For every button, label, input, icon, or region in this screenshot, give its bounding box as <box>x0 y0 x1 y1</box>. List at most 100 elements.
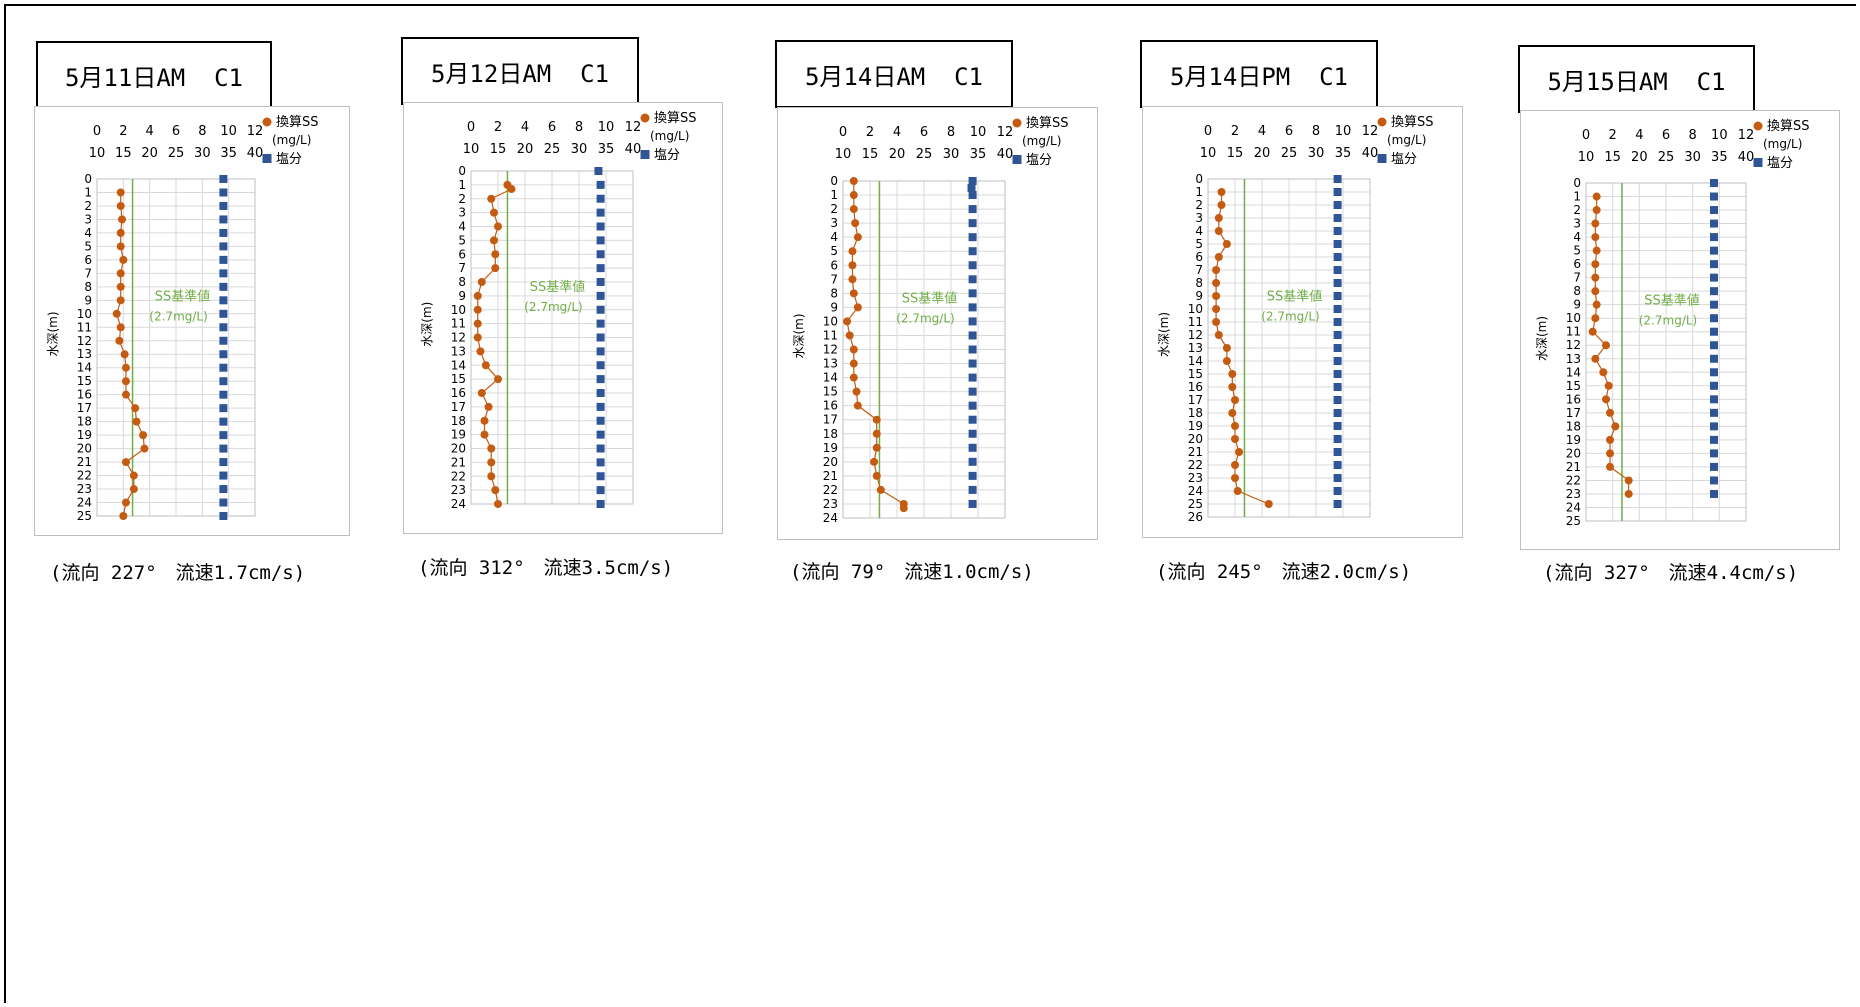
depth-tick-label: 7 <box>1195 263 1203 277</box>
salinity-point <box>968 457 977 466</box>
threshold-value-label: (2.7mg/L) <box>896 311 954 325</box>
y-axis-label: 水深(m) <box>1535 316 1549 361</box>
depth-profile-chart: 0 2 4 6 8 10 12 10 15 20 25 30 35 40 0 1 2 3 4 5 6 7 8 9 10 11 12 1… <box>403 102 723 534</box>
ss-point <box>118 215 127 224</box>
ss-point <box>477 389 486 397</box>
ss-axis-tick-label: 2 <box>1231 124 1239 139</box>
salinity-axis-tick-label: 15 <box>1227 146 1244 161</box>
salinity-point <box>219 377 228 386</box>
legend-ss-label: 換算SS <box>1767 119 1810 134</box>
salinity-point <box>596 291 605 300</box>
salinity-point <box>1333 474 1342 482</box>
ss-point <box>1231 396 1239 404</box>
depth-tick-label: 13 <box>1566 352 1581 366</box>
depth-tick-label: 7 <box>1573 271 1581 285</box>
depth-tick-label: 25 <box>77 509 92 523</box>
ss-point <box>1222 344 1231 352</box>
salinity-axis-tick-label: 30 <box>1308 146 1325 161</box>
salinity-point <box>968 429 977 438</box>
ss-point <box>1212 279 1221 287</box>
ss-point <box>1606 449 1614 458</box>
depth-tick-label: 1 <box>84 185 92 199</box>
ss-point <box>487 472 496 481</box>
ss-point <box>494 375 502 384</box>
ss-axis-tick-label: 6 <box>548 120 556 135</box>
ss-point <box>852 387 861 396</box>
depth-profile-chart: 0 2 4 6 8 10 12 10 15 20 25 30 35 40 0 1 2 3 4 5 6 7 8 9 10 11 12 1… <box>34 106 350 536</box>
salinity-point <box>219 417 228 426</box>
ss-point <box>848 275 857 284</box>
salinity-point <box>1333 240 1342 248</box>
ss-point <box>849 373 858 382</box>
ss-point <box>115 336 124 345</box>
ss-point <box>491 250 500 259</box>
salinity-axis-tick-label: 10 <box>835 147 852 162</box>
threshold-label: SS基準値 <box>1267 289 1323 305</box>
ss-axis-tick-label: 8 <box>1312 124 1320 139</box>
salinity-point <box>596 347 605 356</box>
salinity-point <box>1333 292 1342 300</box>
salinity-point <box>219 323 228 332</box>
depth-tick-label: 10 <box>451 303 466 317</box>
salinity-axis-tick-label: 20 <box>889 147 906 162</box>
depth-tick-label: 10 <box>1188 302 1203 316</box>
ss-point <box>491 264 500 273</box>
panel-title: 5月12日AM C1 <box>401 37 639 105</box>
ss-point <box>899 504 908 513</box>
legend-salinity-marker <box>1012 155 1022 164</box>
ss-point <box>487 458 496 467</box>
ss-axis-tick-label: 6 <box>920 125 928 140</box>
salinity-point <box>596 222 605 231</box>
ss-axis-tick-label: 12 <box>1362 124 1379 139</box>
ss-point <box>1231 422 1239 430</box>
ss-point <box>116 269 125 278</box>
depth-profile-chart: 0 2 4 6 8 10 12 10 15 20 25 30 35 40 0 1 2 3 4 5 6 7 8 9 10 11 12 1… <box>777 107 1098 540</box>
legend-salinity-label: 塩分 <box>1391 152 1417 167</box>
ss-axis-tick-label: 10 <box>1711 128 1728 143</box>
salinity-point <box>1710 395 1718 404</box>
salinity-point <box>219 404 228 413</box>
ss-point <box>116 296 125 305</box>
salinity-point <box>596 389 605 397</box>
salinity-point <box>596 194 605 203</box>
salinity-point <box>219 498 228 507</box>
depth-tick-label: 16 <box>823 399 838 413</box>
ss-point <box>872 415 881 424</box>
ss-point <box>848 247 857 256</box>
salinity-point <box>1333 175 1342 183</box>
ss-point <box>1231 435 1239 443</box>
salinity-point <box>968 345 977 354</box>
ss-axis-tick-label: 10 <box>220 124 237 139</box>
threshold-value-label: (2.7mg/L) <box>1261 310 1319 324</box>
salinity-point <box>1710 462 1718 471</box>
ss-point <box>1606 408 1614 417</box>
salinity-point <box>1333 500 1342 508</box>
depth-tick-label: 15 <box>1566 379 1581 393</box>
plot-area <box>470 170 634 505</box>
legend-ss-marker <box>1753 121 1763 131</box>
ss-axis-tick-label: 2 <box>494 120 502 135</box>
depth-tick-label: 14 <box>1188 354 1203 368</box>
depth-tick-label: 18 <box>823 427 838 441</box>
salinity-point <box>1333 344 1342 352</box>
legend-salinity-label: 塩分 <box>654 148 680 163</box>
legend-ss-marker <box>640 113 650 123</box>
ss-point <box>477 278 486 286</box>
depth-tick-label: 9 <box>458 289 466 303</box>
depth-tick-label: 9 <box>1573 298 1581 312</box>
salinity-point <box>1710 206 1718 215</box>
ss-axis-tick-label: 4 <box>1635 128 1643 143</box>
ss-point <box>487 444 496 453</box>
ss-point <box>1231 474 1239 482</box>
salinity-point <box>968 471 977 480</box>
salinity-axis-tick-label: 30 <box>571 142 588 157</box>
salinity-point <box>1710 489 1718 498</box>
salinity-point <box>1710 192 1718 201</box>
ss-point <box>480 430 489 439</box>
salinity-point <box>1333 487 1342 495</box>
ss-point <box>1235 448 1244 456</box>
depth-tick-label: 22 <box>451 469 466 483</box>
salinity-point <box>968 233 977 242</box>
depth-tick-label: 12 <box>1188 328 1203 342</box>
salinity-point <box>1333 370 1342 378</box>
